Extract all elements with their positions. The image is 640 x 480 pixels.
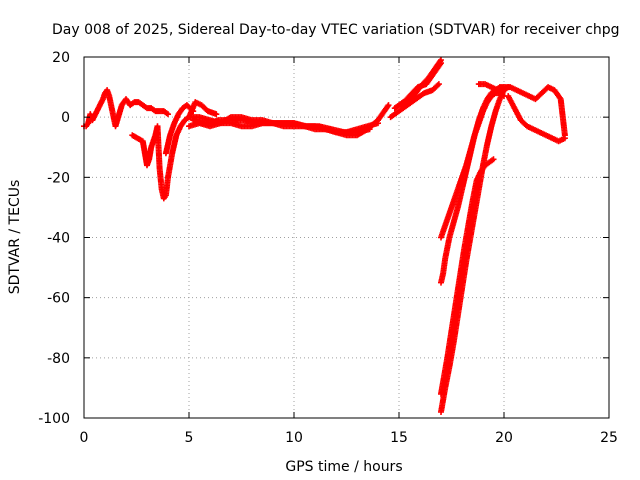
x-tick-label: 20 [495, 430, 513, 446]
y-tick-label: -40 [47, 231, 70, 247]
data-point-midday-1 [385, 102, 392, 109]
data-points [81, 57, 568, 415]
data-point-early [213, 111, 220, 118]
data-point-early [190, 108, 197, 115]
grid [84, 57, 609, 418]
data-point-drop-2 [490, 156, 497, 163]
y-tick-label: -80 [47, 351, 70, 367]
x-axis-label: GPS time / hours [285, 459, 402, 475]
data-point-evening-rise [435, 81, 442, 88]
axis-ticks: 0 5 10 15 20 25 -100 -80 -60 -40 -20 0 20 [38, 50, 618, 446]
x-tick-label: 15 [390, 430, 408, 446]
data-point-early [165, 111, 171, 118]
x-tick-label: 10 [285, 430, 303, 446]
x-tick-label: 0 [80, 430, 89, 446]
data-point-evening-rise [438, 60, 444, 67]
chart-title: Day 008 of 2025, Sidereal Day-to-day VTE… [52, 22, 620, 38]
y-tick-label: 20 [52, 50, 70, 66]
x-tick-label: 25 [600, 430, 618, 446]
data-point-late [561, 135, 568, 142]
data-point-midday-3 [366, 126, 373, 133]
data-point-midday-2 [375, 120, 381, 127]
x-tick-label: 5 [185, 430, 194, 446]
y-tick-label: 0 [61, 110, 70, 126]
y-tick-label: -100 [38, 411, 70, 427]
y-tick-label: -60 [47, 291, 70, 307]
y-axis-label: SDTVAR / TECUs [7, 180, 23, 295]
y-tick-label: -20 [47, 170, 70, 186]
